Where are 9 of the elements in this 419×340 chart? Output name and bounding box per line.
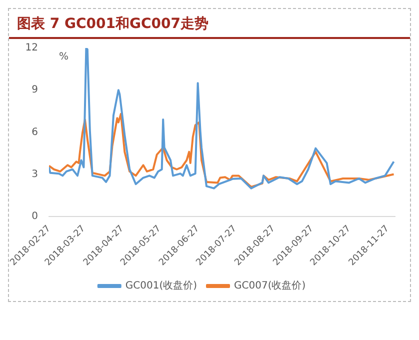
y-tick-label: 9: [32, 84, 38, 96]
y-tick-label: 3: [32, 168, 38, 180]
chart-title: 图表 7 GC001和GC007走势: [9, 9, 410, 39]
y-axis-title: %: [58, 52, 68, 63]
y-tick-label: 12: [25, 42, 38, 54]
legend-label: GC001(收盘价): [125, 280, 198, 292]
y-tick-label: 6: [32, 126, 38, 138]
y-tick-label: 0: [32, 210, 38, 222]
legend-label: GC007(收盘价): [234, 280, 306, 292]
